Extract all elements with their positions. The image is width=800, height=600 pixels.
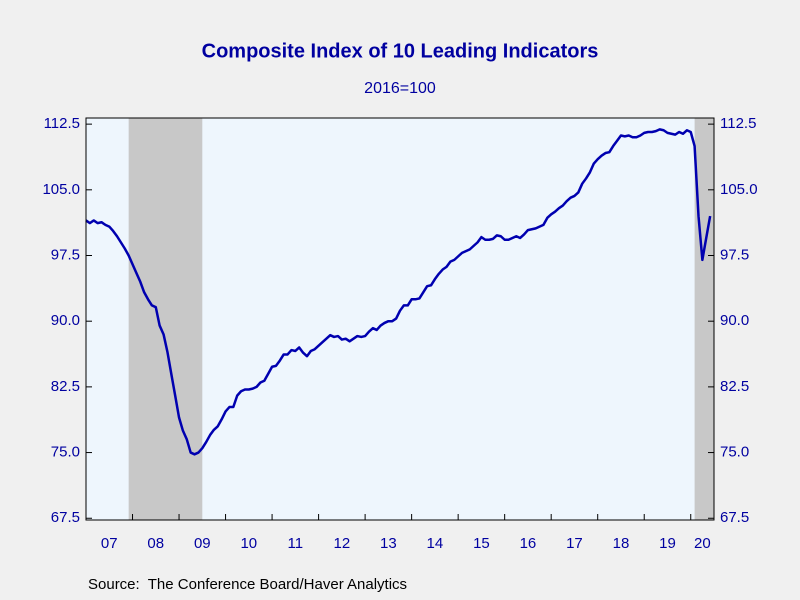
x-tick-label: 14 [427,535,444,552]
x-tick-label: 08 [147,535,164,552]
plot-frame [85,117,715,521]
data-line [85,128,712,456]
x-tick-label: 11 [288,535,304,552]
y2-tick-label: 105.0 [720,181,758,198]
x-tick-label: 18 [613,535,630,552]
y-tick-label: 112.5 [44,115,80,132]
x-tick-label: 10 [240,535,257,552]
chart-subtitle: 2016=100 [364,80,436,97]
y-tick-label: 105.0 [42,181,80,198]
y-tick-label: 90.0 [51,312,80,329]
x-tick-label: 16 [520,535,537,552]
x-tick-label: 12 [334,535,351,552]
chart-title: Composite Index of 10 Leading Indicators [202,40,599,62]
x-tick-label: 15 [473,535,490,552]
x-tick-label: 20 [694,535,711,552]
x-tick-label: 13 [380,535,397,552]
x-tick-label: 17 [566,535,583,552]
x-tick-label: 19 [659,535,676,552]
y-tick-label: 82.5 [51,378,80,395]
x-tick-label: 07 [101,535,118,552]
y2-tick-label: 75.0 [720,444,749,461]
x-tick-label: 09 [194,535,211,552]
y-tick-label: 75.0 [51,444,80,461]
y2-tick-label: 67.5 [720,509,749,526]
y-tick-label: 67.5 [51,509,80,526]
y2-tick-label: 82.5 [720,378,749,395]
y-tick-label: 97.5 [51,246,80,263]
source-note: Source: The Conference Board/Haver Analy… [88,576,407,593]
y2-tick-label: 97.5 [720,246,749,263]
recession-band [128,118,203,520]
y2-tick-label: 90.0 [720,312,749,329]
y2-tick-label: 112.5 [720,115,756,132]
